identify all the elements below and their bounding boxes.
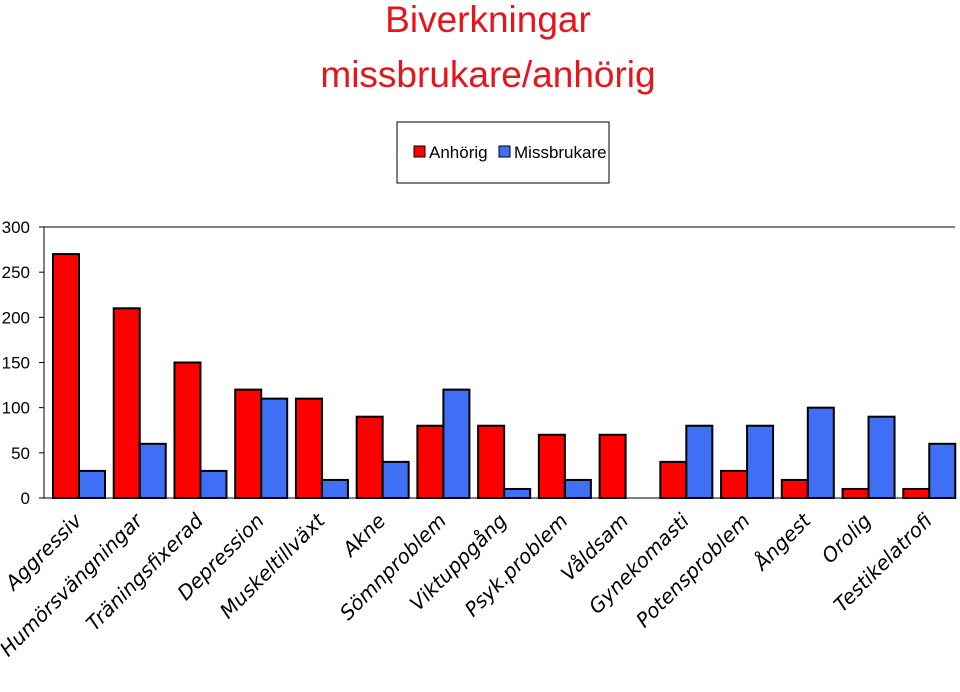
bar-missbrukare [381, 460, 410, 500]
bar-missbrukare [746, 424, 775, 500]
x-category-label: Potensproblem [631, 509, 755, 633]
bar-missbrukare [138, 442, 167, 499]
legend-swatch-missbrukare [498, 145, 511, 158]
bar-anhorig [841, 487, 870, 500]
chart-title-line-2: missbrukare/anhörig [320, 54, 655, 95]
y-tick-label: 50 [11, 444, 30, 463]
bar-missbrukare [503, 487, 532, 500]
bar-anhorig [720, 469, 749, 499]
bar-anhorig [52, 253, 80, 499]
bar-anhorig [537, 433, 566, 499]
bar-missbrukare [563, 478, 592, 499]
bar-anhorig [659, 460, 688, 500]
legend: Anhörig Missbrukare [396, 121, 610, 184]
bar-anhorig [294, 397, 323, 499]
bar-missbrukare [442, 388, 471, 500]
bar-anhorig [416, 424, 445, 500]
bar-anhorig [780, 478, 809, 499]
bar-missbrukare [806, 406, 835, 499]
y-tick-label: 250 [2, 263, 30, 282]
bar-anhorig [477, 424, 506, 500]
bar-anhorig [173, 361, 202, 499]
y-tick-label: 150 [2, 354, 30, 373]
y-tick-label: 0 [21, 489, 30, 508]
bar-missbrukare [199, 469, 228, 499]
y-tick-label: 300 [2, 218, 30, 237]
legend-label-anhorig: Anhörig [429, 143, 488, 162]
y-tick-label: 100 [2, 399, 30, 418]
bar-anhorig [598, 433, 627, 499]
x-category-label: Orolig [817, 509, 876, 568]
x-category-label: Akne [336, 509, 390, 563]
x-category-label: Ångest [748, 508, 816, 576]
legend-swatch-anhorig [413, 145, 426, 158]
bar-anhorig [234, 388, 263, 500]
bar-anhorig [355, 415, 384, 500]
bar-missbrukare [867, 415, 896, 500]
bar-missbrukare [78, 469, 106, 499]
plot-area: 050100150200250300AggressivHumörsvängnin… [0, 218, 957, 661]
bar-missbrukare [685, 424, 714, 500]
bar-anhorig [112, 307, 141, 499]
bar-missbrukare [320, 478, 349, 499]
bar-missbrukare [928, 442, 957, 499]
chart-title-line-1: Biverkningar [385, 0, 591, 40]
bar-anhorig [902, 487, 931, 500]
y-tick-label: 200 [2, 308, 30, 327]
legend-label-missbrukare: Missbrukare [514, 143, 607, 162]
x-category-label: Sömnproblem [335, 509, 451, 625]
bar-missbrukare [260, 397, 289, 499]
x-category-label: Muskeltillväxt [215, 508, 330, 623]
